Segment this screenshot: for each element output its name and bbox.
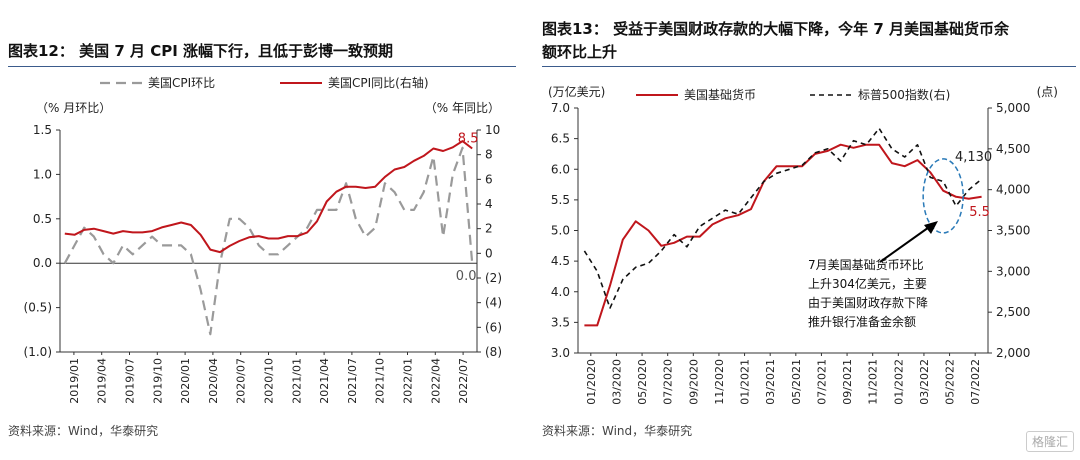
x-tick-label: 09/2021 <box>841 359 854 405</box>
x-tick-label: 2022/07 <box>457 358 470 404</box>
right-title-rule <box>542 66 1076 67</box>
legend-label: 美国CPI同比(右轴) <box>328 75 429 90</box>
left-y-tick-label: (1.0) <box>24 345 52 359</box>
left-y-tick-label: 3.5 <box>551 315 570 329</box>
right-y-tick-label: 3,000 <box>996 264 1030 278</box>
right-y-tick-label: 2 <box>485 222 493 236</box>
callout-text-line: 推升银行准备金余额 <box>808 314 916 329</box>
right-y-tick-label: 8 <box>485 148 493 162</box>
right-axis-unit: (点) <box>1037 85 1058 99</box>
left-y-tick-label: 1.0 <box>33 167 52 181</box>
x-tick-label: 2021/07 <box>346 358 359 404</box>
right-y-tick-label: 6 <box>485 172 493 186</box>
x-tick-label: 07/2022 <box>969 359 982 405</box>
callout-arrow-line <box>879 224 933 263</box>
left-chart-title: 图表12： 美国 7 月 CPI 涨幅下行，且低于彭博一致预期 <box>8 42 394 60</box>
legend-label: 标普500指数(右) <box>858 87 950 102</box>
right-y-tick-label: 4 <box>485 197 493 211</box>
x-tick-label: 2020/04 <box>207 358 220 404</box>
callout-text-line: 由于美国财政存款下降 <box>808 296 928 310</box>
x-tick-label: 05/2022 <box>944 359 957 405</box>
left-title-rule <box>8 66 516 67</box>
series-line <box>64 140 473 254</box>
x-tick-label: 05/2020 <box>636 359 649 405</box>
x-tick-label: 2021/01 <box>290 358 303 404</box>
x-tick-label: 2019/07 <box>124 358 137 404</box>
right-chart-title-line1: 图表13： 受益于美国财政存款的大幅下降，今年 7 月美国基础货币余 <box>542 20 1009 38</box>
left-y-tick-label: (0.5) <box>24 301 52 315</box>
left-y-tick-label: 7.0 <box>551 101 570 115</box>
x-tick-label: 2020/10 <box>263 358 276 404</box>
right-chart-title-line2: 额环比上升 <box>542 43 618 61</box>
right-y-tick-label: (4) <box>485 296 502 310</box>
annotation-latest-monetary-base: 5.5 <box>969 205 990 220</box>
x-tick-label: 2020/07 <box>235 358 248 404</box>
x-tick-label: 2019/10 <box>151 358 164 404</box>
left-chart-source: 资料来源：Wind，华泰研究 <box>8 424 159 438</box>
left-chart-panel: 图表12： 美国 7 月 CPI 涨幅下行，且低于彭博一致预期 (1.0) (0.… <box>0 0 520 460</box>
series-line <box>63 146 474 336</box>
legend-label: 美国基础货币 <box>684 87 756 102</box>
watermark-logo: 格隆汇 <box>1025 431 1074 452</box>
right-y-tick-label: 5,000 <box>996 101 1030 115</box>
x-tick-label: 2022/04 <box>429 358 442 404</box>
right-y-tick-label: 4,000 <box>996 183 1030 197</box>
left-y-tick-label: 5.0 <box>551 224 570 238</box>
x-tick-label: 09/2020 <box>687 359 700 405</box>
x-tick-label: 07/2021 <box>815 359 828 405</box>
x-tick-label: 03/2020 <box>610 359 623 405</box>
series-line <box>584 143 982 327</box>
right-y-tick-label: (8) <box>485 345 502 359</box>
right-y-tick-label: 2,500 <box>996 305 1030 319</box>
callout-arrow-head <box>924 221 938 234</box>
left-y-tick-label: 6.5 <box>551 132 570 146</box>
left-y-tick-label: 0.5 <box>33 212 52 226</box>
x-tick-label: 05/2021 <box>790 359 803 405</box>
series-line <box>583 127 983 309</box>
x-tick-label: 01/2022 <box>892 359 905 405</box>
left-chart-svg: (1.0) (0.5) 0.0 0.5 1.0 1.5 (8) (6) (4) (2) 0 2 4 6 8 1… <box>24 75 502 404</box>
x-tick-label: 03/2021 <box>764 359 777 405</box>
x-tick-label: 2019/01 <box>68 358 81 404</box>
annotation-latest-yoy: 8.5 <box>458 132 479 147</box>
left-y-tick-label: 0.0 <box>33 256 52 270</box>
right-chart-svg: 3.0 3.5 4.0 4.5 5.0 5.5 6.0 6.5 7.0 2,000 2,500 3,0… <box>548 84 1058 405</box>
x-tick-label: 01/2020 <box>585 359 598 405</box>
x-tick-label: 07/2020 <box>662 359 675 405</box>
x-tick-label: 2022/01 <box>402 358 415 404</box>
right-y-tick-label: 4,500 <box>996 142 1030 156</box>
x-tick-label: 2021/04 <box>318 358 331 404</box>
left-y-tick-label: 3.0 <box>551 346 570 360</box>
right-chart-panel: 图表13： 受益于美国财政存款的大幅下降，今年 7 月美国基础货币余 额环比上升… <box>540 0 1080 460</box>
legend-label: 美国CPI环比 <box>148 76 215 90</box>
highlight-ellipse <box>922 158 964 234</box>
x-tick-label: 01/2021 <box>739 359 752 405</box>
right-y-tick-label: 0 <box>485 246 493 260</box>
right-axis-unit: （% 年同比） <box>425 101 500 115</box>
x-tick-label: 2020/01 <box>179 358 192 404</box>
left-y-tick-label: 5.5 <box>551 193 570 207</box>
x-tick-label: 11/2021 <box>867 359 880 405</box>
left-y-tick-label: 4.0 <box>551 285 570 299</box>
left-y-tick-label: 1.5 <box>33 123 52 137</box>
right-y-tick-label: (6) <box>485 320 502 334</box>
right-chart-source: 资料来源：Wind，华泰研究 <box>542 424 693 438</box>
left-axis-unit: （% 月环比） <box>36 101 111 115</box>
right-y-tick-label: 10 <box>485 123 500 137</box>
x-tick-label: 2021/10 <box>374 358 387 404</box>
x-tick-label: 2019/04 <box>96 358 109 404</box>
x-tick-label: 11/2020 <box>713 359 726 405</box>
right-y-tick-label: 3,500 <box>996 224 1030 238</box>
annotation-latest-mom: 0.0 <box>456 269 477 284</box>
right-y-tick-label: 2,000 <box>996 346 1030 360</box>
left-axis-unit: (万亿美元) <box>548 84 605 99</box>
left-y-tick-label: 6.0 <box>551 162 570 176</box>
callout-text-line: 7月美国基础货币环比 <box>808 257 924 272</box>
right-y-tick-label: (2) <box>485 271 502 285</box>
annotation-latest-sp500: 4,130 <box>955 150 992 165</box>
left-y-tick-label: 4.5 <box>551 254 570 268</box>
callout-text-line: 上升304亿美元，主要 <box>808 276 927 291</box>
x-tick-label: 03/2022 <box>918 359 931 405</box>
